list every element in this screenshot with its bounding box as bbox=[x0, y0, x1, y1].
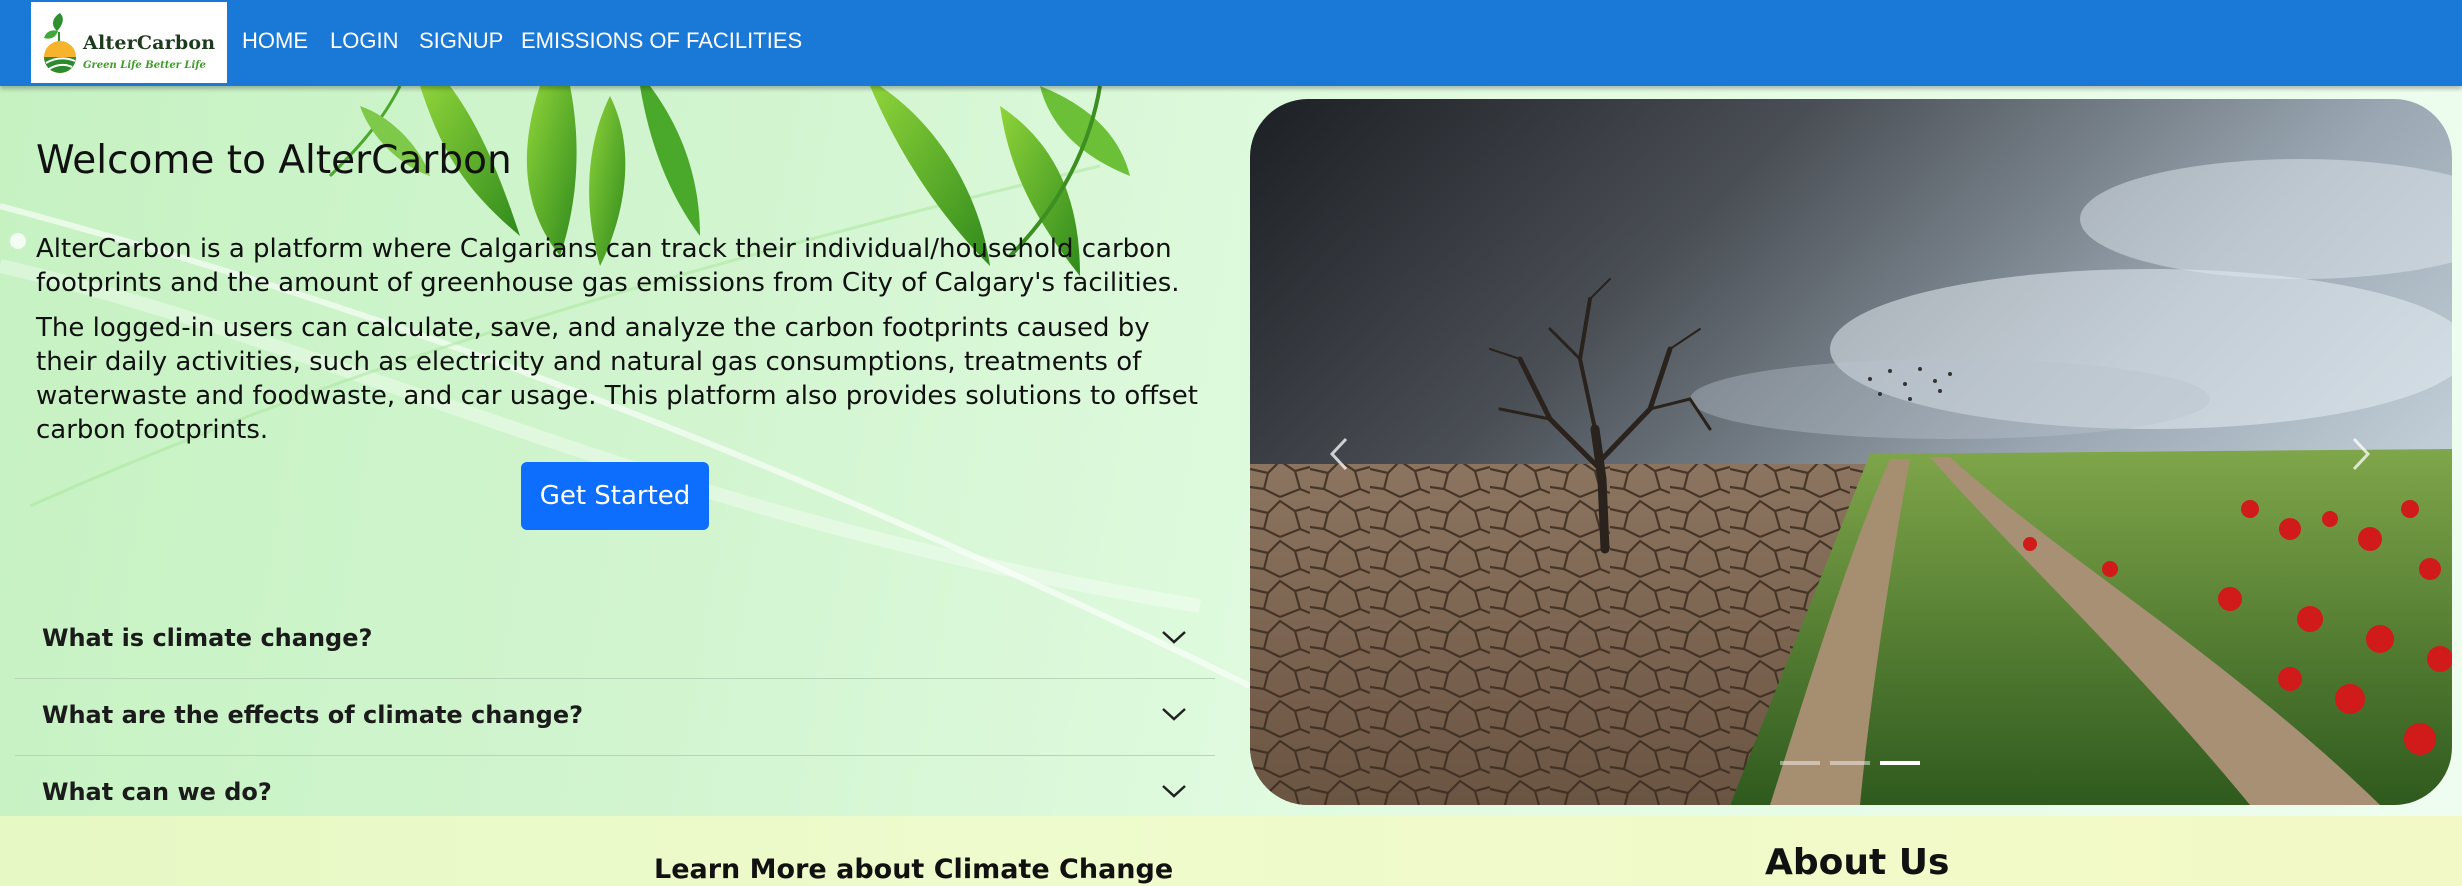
about-us-title: About Us bbox=[1765, 842, 1950, 883]
nav-login-link[interactable]: LOGIN bbox=[330, 28, 399, 53]
accordion-item-effects[interactable]: What are the effects of climate change? bbox=[15, 679, 1215, 756]
nav-emissions-link[interactable]: EMISSIONS OF FACILITIES bbox=[521, 28, 803, 53]
nav-home-link[interactable]: HOME bbox=[242, 28, 308, 53]
accordion-question: What can we do? bbox=[42, 778, 272, 806]
carousel-next-icon[interactable] bbox=[2332, 419, 2392, 489]
hero-paragraph-2: The logged-in users can calculate, save,… bbox=[36, 313, 1198, 445]
chevron-down-icon bbox=[1162, 631, 1186, 644]
hero-title: Welcome to AlterCarbon bbox=[36, 138, 512, 183]
leaf-logo-icon bbox=[44, 13, 76, 73]
nav-signup-link[interactable]: SIGNUP bbox=[419, 28, 504, 53]
carousel-prev-icon[interactable] bbox=[1308, 419, 1368, 489]
carousel-indicator[interactable] bbox=[1780, 761, 1820, 765]
hero-paragraph-1: AlterCarbon is a platform where Calgaria… bbox=[36, 234, 1180, 298]
accordion-question: What is climate change? bbox=[42, 624, 373, 652]
accordion-item-what-can-we-do[interactable]: What can we do? bbox=[15, 756, 1215, 816]
accordion-question: What are the effects of climate change? bbox=[42, 701, 584, 729]
leaf-background-image bbox=[0, 86, 1250, 689]
accordion-item-climate-change[interactable]: What is climate change? bbox=[15, 602, 1215, 679]
get-started-button[interactable]: Get Started bbox=[521, 462, 709, 530]
info-section-band bbox=[0, 816, 2462, 886]
logo[interactable]: AlterCarbon Green Life Better Life bbox=[31, 2, 227, 83]
learn-more-title: Learn More about Climate Change bbox=[654, 854, 1174, 885]
carousel-indicator[interactable] bbox=[1830, 761, 1870, 765]
logo-tagline: Green Life Better Life bbox=[83, 60, 206, 71]
navbar: AlterCarbon Green Life Better Life HOME … bbox=[0, 0, 2462, 86]
image-carousel[interactable] bbox=[1250, 99, 2452, 805]
logo-brand: AlterCarbon bbox=[83, 32, 216, 54]
dry-land-tree-slide-image bbox=[1250, 99, 2452, 805]
chevron-down-icon bbox=[1162, 785, 1186, 798]
carousel-indicator-active[interactable] bbox=[1880, 761, 1920, 765]
chevron-down-icon bbox=[1162, 708, 1186, 721]
